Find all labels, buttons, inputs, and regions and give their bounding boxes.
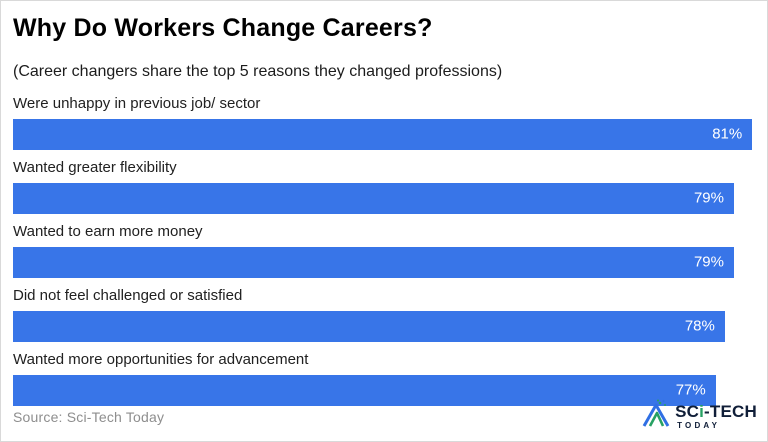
bar: 77% [13,374,716,406]
bar-track: 79% [13,182,755,214]
bar-track: 77% [13,374,755,406]
bar-value-label: 79% [693,253,724,271]
bar-row: Were unhappy in previous job/ sector 81% [13,94,755,150]
bar-row: Did not feel challenged or satisfied 78% [13,286,755,342]
source-text: Source: Sci-Tech Today [13,408,165,425]
bar: 79% [13,246,734,278]
bar-label: Did not feel challenged or satisfied [13,286,243,304]
logo-tagline: TODAY [677,421,721,430]
logo-brand: SCi-TECH [675,402,757,421]
bar-row: Wanted more opportunities for advancemen… [13,350,755,406]
bar: 81% [13,118,753,150]
bar-label: Wanted greater flexibility [13,158,177,176]
bar-value-label: 81% [712,125,743,143]
chart-title: Why Do Workers Change Careers? [13,14,433,42]
bar-chart: Were unhappy in previous job/ sector 81% W… [13,94,755,406]
bar-value-label: 79% [693,189,724,207]
bar-track: 81% [13,118,755,150]
bar-row: Wanted greater flexibility 79% [13,158,755,214]
mountain-triangle-icon [640,398,672,435]
footer: Source: Sci-Tech Today SCi-TECH TODAY [13,398,757,435]
chart-subtitle: (Career changers share the top 5 reasons… [13,62,503,80]
bar-label: Wanted more opportunities for advancemen… [13,350,309,368]
bar: 78% [13,310,725,342]
bar-value-label: 78% [684,317,715,335]
bar-label: Wanted to earn more money [13,222,203,240]
scitech-logo: SCi-TECH TODAY [640,398,757,435]
bar: 79% [13,182,734,214]
bar-track: 79% [13,246,755,278]
logo-text: SCi-TECH TODAY [675,403,757,430]
bar-value-label: 77% [675,381,706,399]
bar-label: Were unhappy in previous job/ sector [13,94,261,112]
bar-track: 78% [13,310,755,342]
bar-row: Wanted to earn more money 79% [13,222,755,278]
logo-i-accent: i [699,402,705,421]
